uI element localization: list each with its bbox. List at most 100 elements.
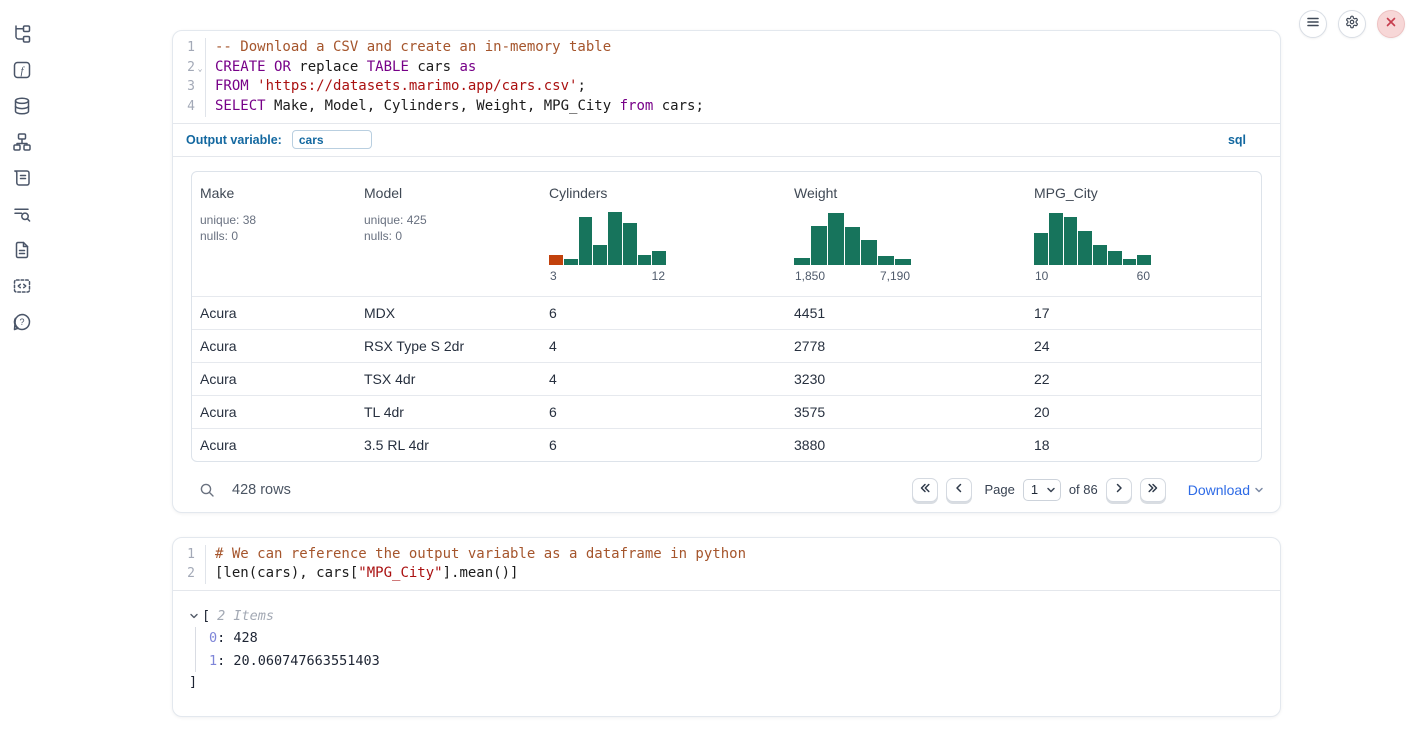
- histogram-bar: [895, 259, 911, 265]
- menu-icon: [1306, 15, 1320, 34]
- column-histogram[interactable]: 312: [549, 209, 666, 283]
- histogram-axis-labels: 1060: [1034, 269, 1151, 283]
- column-header-Make[interactable]: Makeunique: 38nulls: 0: [192, 172, 356, 296]
- sql-code-editor[interactable]: 12⌄34 -- Download a CSV and create an in-…: [173, 31, 1280, 124]
- chevron-down-icon: [1046, 485, 1056, 495]
- list-item: 0: 428: [209, 627, 1264, 650]
- line-number: 1: [173, 38, 195, 58]
- scroll-icon: [12, 168, 32, 188]
- column-histogram[interactable]: 1,8507,190: [794, 209, 911, 283]
- table-cell: Acura: [192, 338, 356, 354]
- column-header-Model[interactable]: Modelunique: 425nulls: 0: [356, 172, 541, 296]
- sidebar-item-dependency-graph[interactable]: [12, 132, 32, 152]
- code-line: -- Download a CSV and create an in-memor…: [215, 38, 1280, 58]
- histogram-bar: [828, 213, 844, 265]
- table-cell: Acura: [192, 437, 356, 453]
- table-cell: 4: [541, 371, 786, 387]
- table-cell: RSX Type S 2dr: [356, 338, 541, 354]
- gear-icon: [1345, 15, 1359, 34]
- histogram-bar: [549, 255, 563, 265]
- sidebar-item-logs[interactable]: [12, 204, 32, 224]
- list-item-index: 1: [209, 653, 217, 669]
- table-footer: 428 rows Page 1 of 86: [173, 468, 1280, 512]
- sidebar-item-datasources[interactable]: [12, 96, 32, 116]
- sidebar-item-scratchpad[interactable]: [12, 168, 32, 188]
- snippets-icon: [12, 276, 32, 296]
- last-page-button[interactable]: [1140, 478, 1166, 502]
- prev-page-button[interactable]: [946, 478, 972, 502]
- column-histogram[interactable]: 1060: [1034, 209, 1151, 283]
- histogram-bar: [1034, 233, 1048, 265]
- table-row[interactable]: AcuraMDX6445117: [192, 296, 1261, 329]
- download-button[interactable]: Download: [1188, 482, 1264, 498]
- notebook-menu-button[interactable]: [1299, 10, 1327, 38]
- list-entries: 0: 4281: 20.060747663551403: [195, 627, 1264, 672]
- table-row[interactable]: Acura3.5 RL 4dr6388018: [192, 428, 1261, 461]
- histogram-bar: [1078, 231, 1092, 265]
- table-row[interactable]: AcuraTSX 4dr4323022: [192, 362, 1261, 395]
- table-header: Makeunique: 38nulls: 0Modelunique: 425nu…: [192, 172, 1261, 296]
- table-cell: Acura: [192, 305, 356, 321]
- data-table: Makeunique: 38nulls: 0Modelunique: 425nu…: [191, 171, 1262, 462]
- first-page-button[interactable]: [912, 478, 938, 502]
- table-cell: Acura: [192, 371, 356, 387]
- code-line: # We can reference the output variable a…: [215, 545, 1280, 565]
- page-total-label: of 86: [1069, 482, 1098, 497]
- chevron-right-icon: [1113, 481, 1125, 499]
- table-cell: 17: [1026, 305, 1261, 321]
- download-label: Download: [1188, 482, 1250, 498]
- page-select[interactable]: 1: [1023, 479, 1061, 501]
- list-close-bracket: ]: [189, 672, 1264, 692]
- pagination: Page 1 of 86 Download: [912, 478, 1264, 502]
- language-badge[interactable]: sql: [1228, 133, 1246, 147]
- fold-spacer: [195, 97, 205, 117]
- code-line: CREATE OR replace TABLE cars as: [215, 58, 1280, 78]
- table-cell: 22: [1026, 371, 1261, 387]
- column-header-MPG_City[interactable]: MPG_City1060: [1026, 172, 1261, 296]
- histogram-bar: [608, 212, 622, 265]
- page-select-value: 1: [1031, 482, 1038, 497]
- settings-button[interactable]: [1338, 10, 1366, 38]
- python-output: [ 2 Items 0: 4281: 20.060747663551403 ]: [173, 591, 1280, 716]
- shutdown-button[interactable]: [1377, 10, 1405, 38]
- table-cell: 3880: [786, 437, 1026, 453]
- page-label: Page: [984, 482, 1014, 497]
- notebook: 12⌄34 -- Download a CSV and create an in-…: [172, 30, 1281, 717]
- column-name: Weight: [794, 185, 1022, 201]
- histogram-bar: [1137, 255, 1151, 265]
- output-variable-input[interactable]: [292, 130, 372, 149]
- table-row[interactable]: AcuraTL 4dr6357520: [192, 395, 1261, 428]
- line-number: 1: [173, 545, 195, 565]
- sql-cell: 12⌄34 -- Download a CSV and create an in-…: [172, 30, 1281, 513]
- sidebar-item-documentation[interactable]: [12, 240, 32, 260]
- list-open-bracket: [: [202, 608, 210, 624]
- table-cell: 6: [541, 305, 786, 321]
- next-page-button[interactable]: [1106, 478, 1132, 502]
- histogram-bar: [1123, 259, 1137, 265]
- column-header-Cylinders[interactable]: Cylinders312: [541, 172, 786, 296]
- sidebar-item-variables[interactable]: f: [12, 60, 32, 80]
- histogram-bar: [564, 259, 578, 265]
- column-stats: unique: 425nulls: 0: [364, 212, 537, 245]
- table-cell: Acura: [192, 404, 356, 420]
- histogram-axis-labels: 1,8507,190: [794, 269, 911, 283]
- list-items-count: 2 Items: [217, 608, 274, 624]
- histogram-bar: [878, 256, 894, 265]
- search-icon[interactable]: [199, 482, 215, 498]
- sidebar-item-help[interactable]: ?: [12, 312, 32, 332]
- histogram-bar: [845, 227, 861, 265]
- code-lines[interactable]: # We can reference the output variable a…: [206, 545, 1280, 584]
- sidebar-item-file-explorer[interactable]: [12, 24, 32, 44]
- histogram-bar: [623, 223, 637, 265]
- fold-chevron-icon[interactable]: ⌄: [195, 58, 205, 78]
- fold-spacer: [195, 77, 205, 97]
- database-icon: [12, 96, 32, 116]
- line-number-gutter: 12⌄34: [173, 38, 206, 117]
- table-row[interactable]: AcuraRSX Type S 2dr4277824: [192, 329, 1261, 362]
- column-header-Weight[interactable]: Weight 1,8507,190: [786, 172, 1026, 296]
- python-code-editor[interactable]: 12# We can reference the output variable…: [173, 538, 1280, 591]
- code-lines[interactable]: -- Download a CSV and create an in-memor…: [206, 38, 1280, 117]
- close-icon: [1384, 15, 1398, 34]
- sidebar-item-snippets[interactable]: [12, 276, 32, 296]
- chevron-down-icon[interactable]: [189, 611, 199, 621]
